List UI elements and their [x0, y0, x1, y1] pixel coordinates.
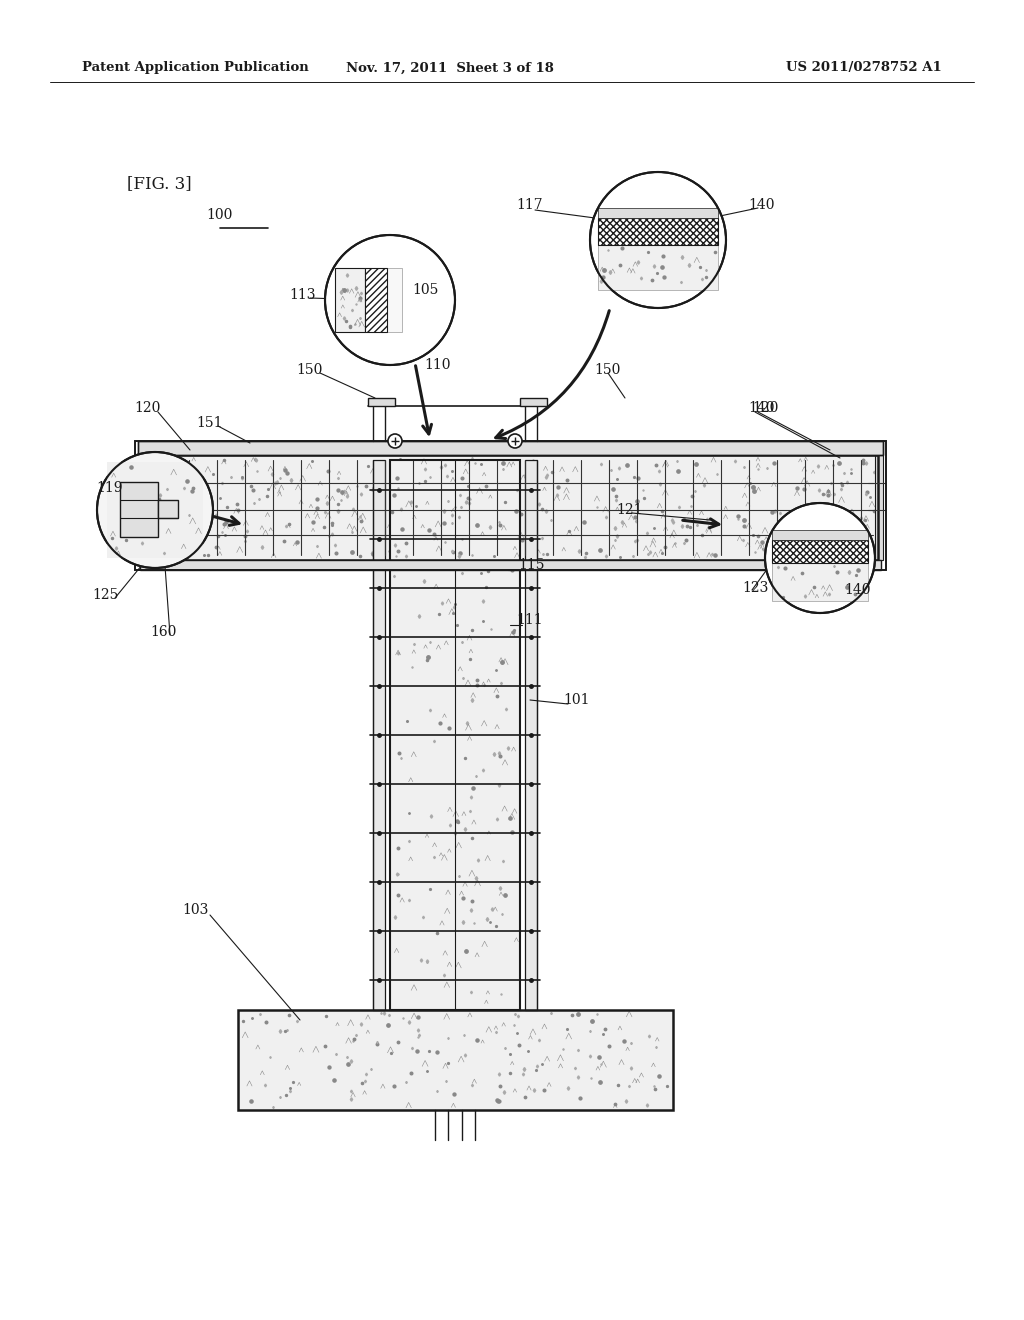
Text: 125: 125: [92, 587, 118, 602]
Bar: [120, 482, 158, 537]
Text: 110: 110: [425, 358, 452, 372]
Bar: [335, 268, 365, 333]
Bar: [106, 462, 203, 558]
Text: 140: 140: [845, 583, 871, 597]
Bar: [143, 455, 878, 560]
Text: 150: 150: [297, 363, 324, 378]
Text: 111: 111: [517, 612, 544, 627]
Bar: [138, 441, 883, 455]
Bar: [598, 246, 718, 290]
Bar: [365, 268, 387, 333]
Bar: [598, 209, 718, 218]
Text: Nov. 17, 2011  Sheet 3 of 18: Nov. 17, 2011 Sheet 3 of 18: [346, 62, 554, 74]
Circle shape: [590, 172, 726, 308]
Bar: [143, 455, 878, 560]
Text: [FIG. 3]: [FIG. 3]: [127, 176, 191, 191]
Bar: [140, 560, 881, 570]
Bar: [874, 455, 883, 560]
Bar: [772, 540, 868, 564]
Circle shape: [765, 503, 874, 612]
Bar: [368, 399, 395, 407]
Bar: [772, 564, 868, 601]
Text: 103: 103: [182, 903, 208, 917]
Circle shape: [325, 235, 455, 366]
Text: 119: 119: [96, 480, 123, 495]
Bar: [335, 268, 365, 333]
Text: 150: 150: [595, 363, 622, 378]
Text: 105: 105: [412, 282, 438, 297]
Bar: [373, 459, 385, 1010]
Text: 113: 113: [290, 288, 316, 302]
Bar: [772, 564, 868, 601]
Bar: [238, 1010, 673, 1110]
Text: Patent Application Publication: Patent Application Publication: [82, 62, 309, 74]
Text: 140: 140: [749, 198, 775, 213]
Text: 160: 160: [150, 624, 176, 639]
Bar: [138, 455, 146, 560]
Bar: [525, 459, 537, 1010]
Bar: [390, 459, 520, 1010]
Bar: [238, 1010, 673, 1110]
Bar: [158, 500, 178, 517]
Bar: [598, 218, 718, 246]
Text: US 2011/0278752 A1: US 2011/0278752 A1: [786, 62, 942, 74]
Text: 117: 117: [517, 198, 544, 213]
Text: 123: 123: [741, 581, 768, 595]
Circle shape: [508, 434, 522, 447]
Bar: [598, 246, 718, 290]
Bar: [390, 459, 520, 1010]
Text: 151: 151: [197, 416, 223, 430]
Circle shape: [388, 434, 402, 447]
Text: 140: 140: [749, 401, 775, 414]
Bar: [772, 531, 868, 540]
Text: 120: 120: [752, 401, 778, 414]
Circle shape: [97, 451, 213, 568]
Bar: [387, 268, 402, 333]
Text: 101: 101: [564, 693, 590, 708]
Text: 115: 115: [519, 558, 545, 572]
Bar: [138, 441, 883, 455]
Text: 120: 120: [134, 401, 160, 414]
Text: 121: 121: [616, 503, 643, 517]
Text: 100: 100: [207, 209, 233, 222]
Bar: [520, 399, 547, 407]
Bar: [135, 441, 886, 570]
